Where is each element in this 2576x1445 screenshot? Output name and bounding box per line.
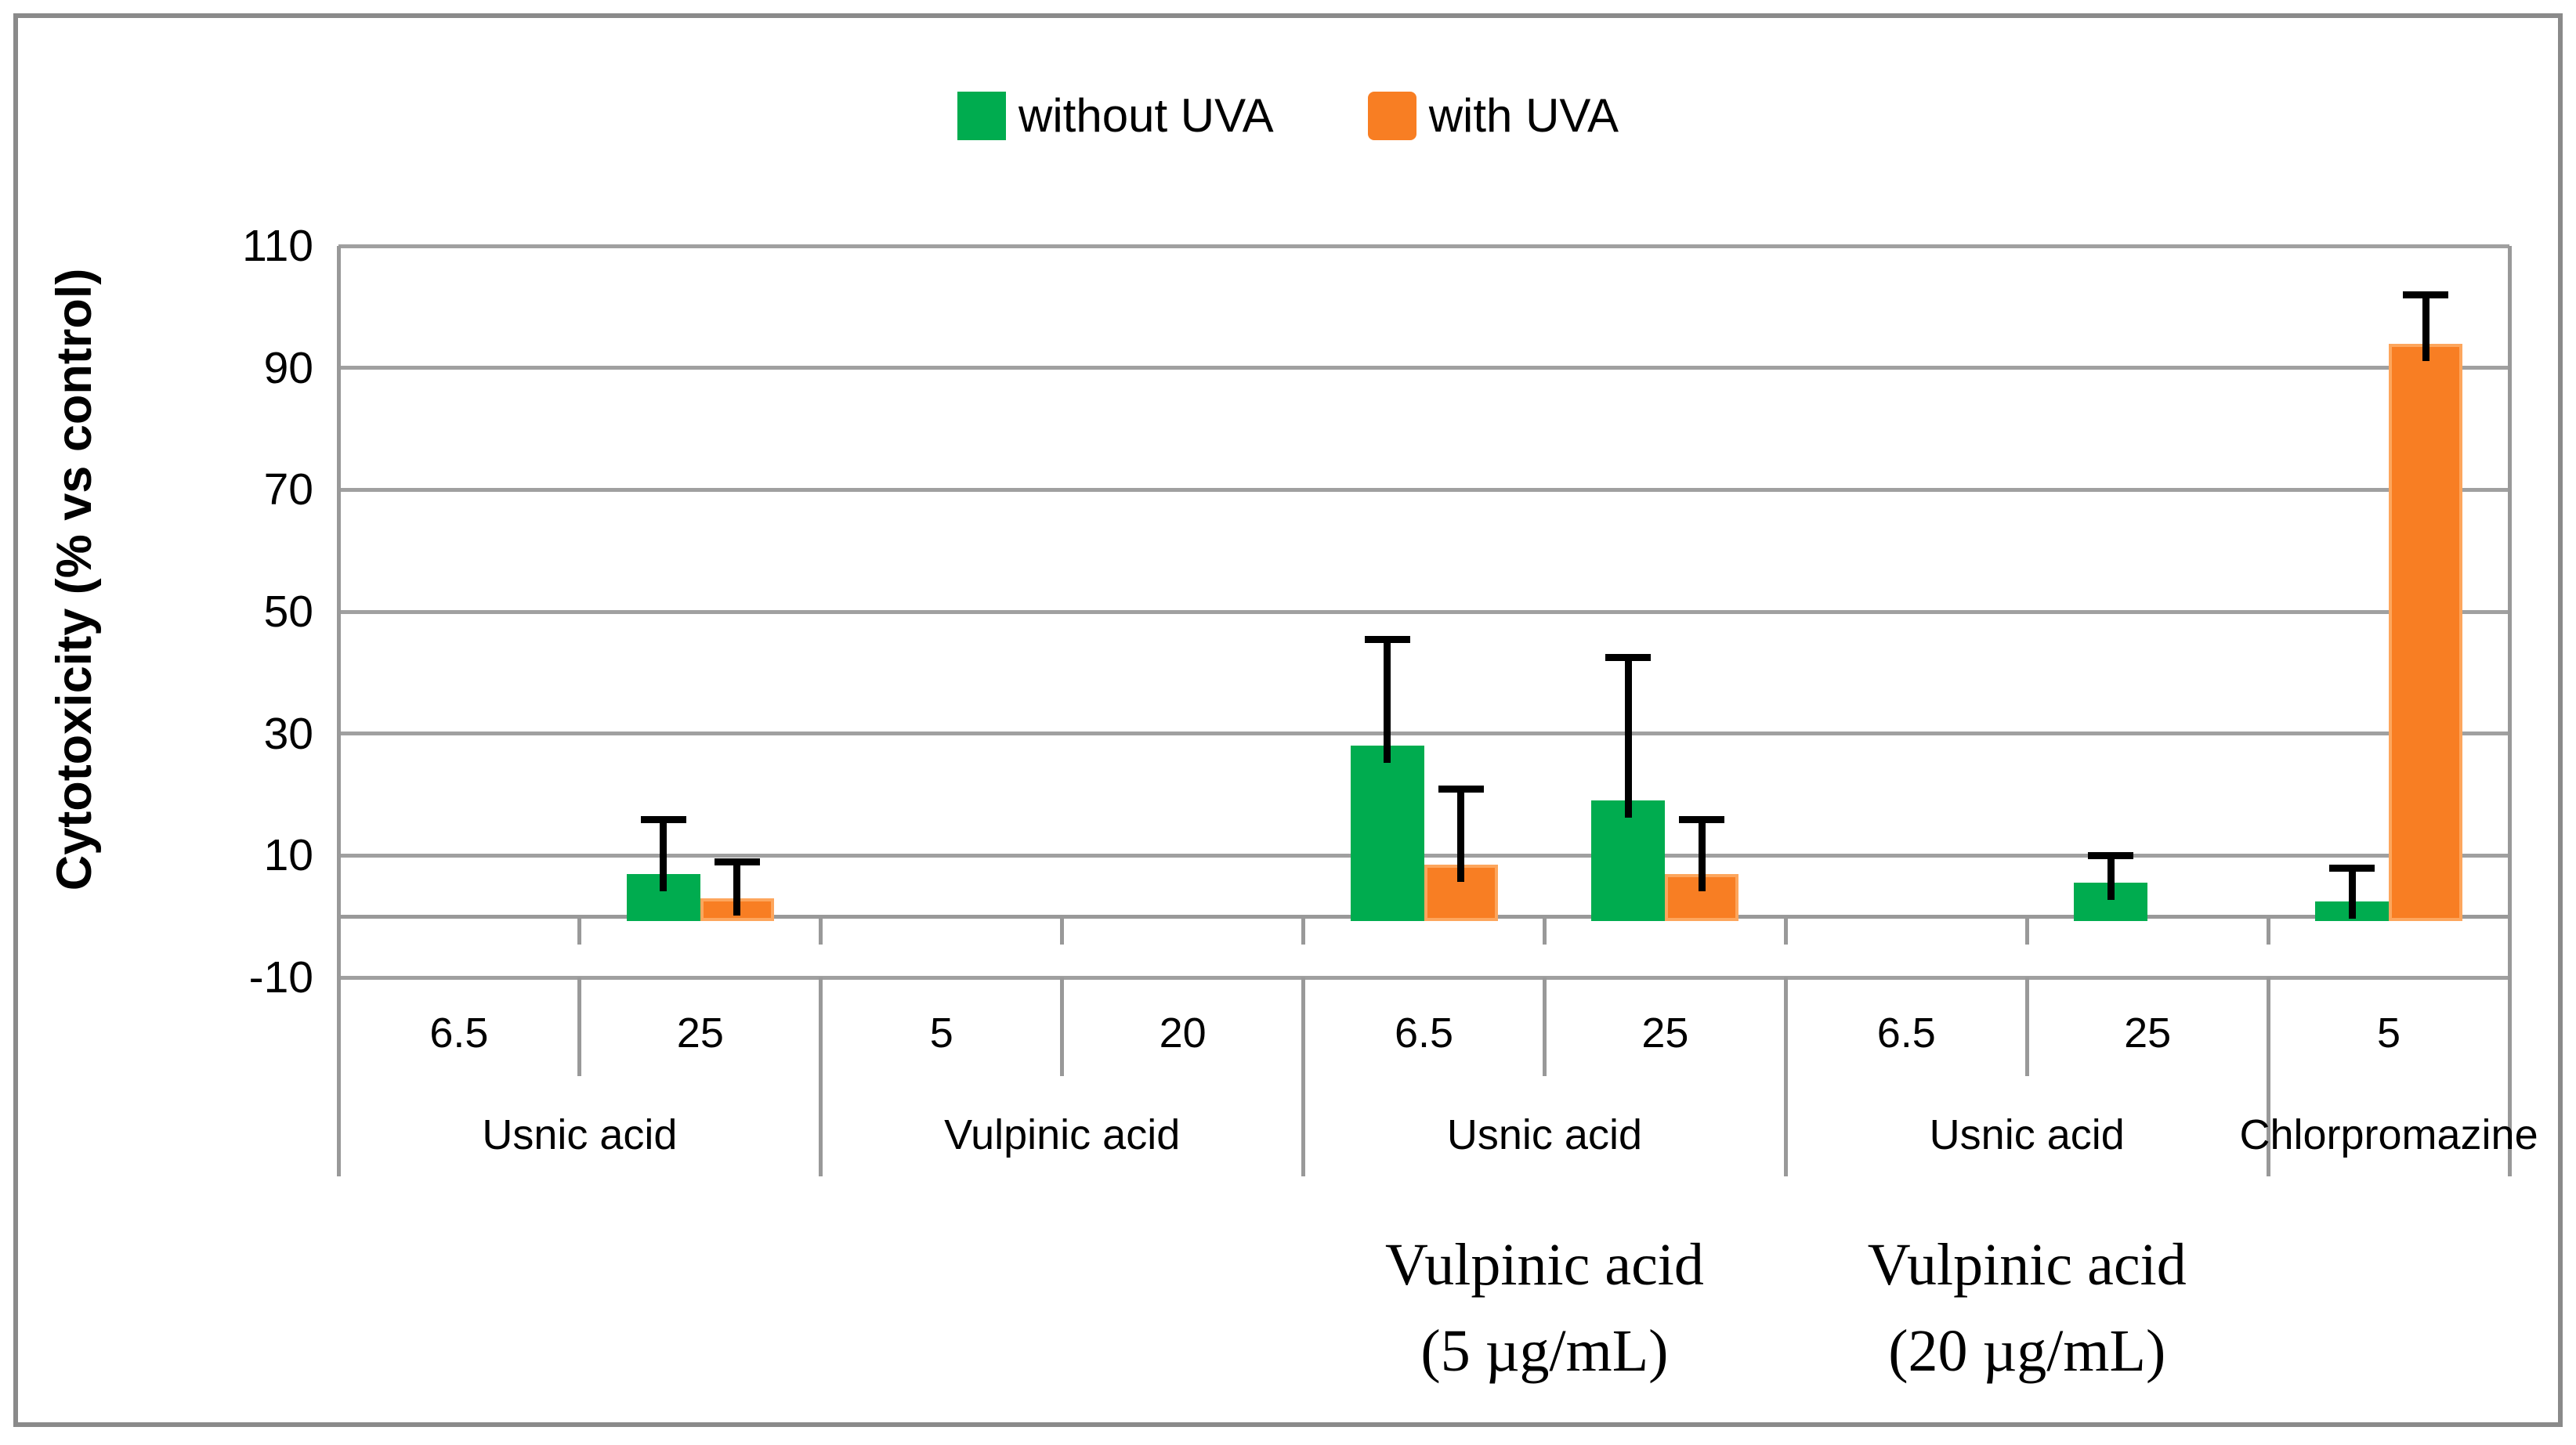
bar-without-uva [1350,746,1424,922]
axis-tick [2024,916,2029,945]
error-bar [1384,639,1391,764]
axis-tick [1542,916,1547,945]
error-bar-cap [1605,654,1652,662]
bar-without-uva [1591,800,1666,922]
plot-right-border [2507,246,2512,1176]
group-separator [819,977,823,1176]
group-axis-label: Usnic acid [1929,1111,2125,1158]
legend-item-with-uva: with UVA [1367,89,1619,142]
y-axis-line [336,246,341,1176]
group-axis-label: Usnic acid [482,1111,678,1158]
gridline [338,975,2509,980]
sub-label-line: Vulpinic acid [1867,1232,2187,1298]
error-bar-cap [2088,852,2134,860]
gridline [338,244,2509,248]
group-axis-label: Chlorpromazine [2239,1111,2538,1158]
legend-label-without-uva: without UVA [1018,89,1274,142]
bar-with-uva [2389,343,2463,922]
y-tick-label: 70 [263,464,313,515]
gridline [338,609,2509,614]
error-bar [2422,294,2429,361]
conc-tick-label: 6.5 [1876,1010,1936,1057]
axis-tick [1060,916,1065,945]
axis-tick [2266,916,2270,945]
figure-border [13,13,2563,1427]
error-bar-cap [2329,864,2375,872]
axis-tick [1301,916,1306,945]
gridline [338,853,2509,858]
group-axis-label: Usnic acid [1446,1111,1642,1158]
category-separator [577,977,582,1076]
gridline [338,732,2509,736]
sub-label-5gmL: Vulpinic acid (5 µg/mL) [1215,1222,1873,1394]
group-separator [1783,977,1788,1176]
category-separator [1542,977,1547,1076]
sub-label-line: (5 µg/mL) [1420,1318,1669,1384]
error-bar [2107,855,2115,901]
conc-tick-label: 6.5 [1394,1010,1454,1057]
category-separator [2024,977,2029,1076]
y-tick-label: -10 [248,952,313,1002]
conc-tick-label: 25 [676,1010,724,1057]
error-bar-cap [1679,815,1725,823]
axis-tick [1783,916,1788,945]
conc-tick-label: 6.5 [429,1010,489,1057]
legend-swatch-without-uva-icon [957,92,1006,140]
legend: without UVA with UVA [0,85,2576,147]
y-tick-label: 10 [263,830,313,881]
error-bar [660,818,668,891]
error-bar-cap [714,858,760,866]
sub-label-line: Vulpinic acid [1384,1232,1704,1298]
axis-tick [819,916,823,945]
error-bar-cap [1438,785,1484,793]
sub-label-line: (20 µg/mL) [1888,1318,2166,1384]
error-bar [1457,788,1464,882]
category-separator [1060,977,1065,1076]
error-bar-cap [640,815,686,823]
conc-tick-label: 25 [1641,1010,1689,1057]
y-tick-label: 30 [263,708,313,759]
error-bar [2348,867,2356,919]
legend-item-without-uva: without UVA [957,92,1274,140]
group-axis-label: Vulpinic acid [944,1111,1181,1158]
legend-label-with-uva: with UVA [1428,89,1619,142]
y-tick-label: 50 [263,587,313,637]
conc-tick-label: 5 [2377,1010,2401,1057]
error-bar-cap [2403,291,2449,299]
group-separator [1301,977,1306,1176]
error-bar [1624,657,1632,818]
axis-tick [577,916,582,945]
error-bar-cap [1364,636,1410,644]
gridline [338,487,2509,492]
y-tick-label: 90 [263,342,313,393]
group-separator [2266,977,2270,1176]
y-tick-label: 110 [242,221,313,271]
conc-tick-label: 20 [1159,1010,1207,1057]
gridline [338,366,2509,370]
sub-label-20gmL: Vulpinic acid (20 µg/mL) [1698,1222,2356,1394]
y-axis-title: Cytotoxicity (% vs control) [47,268,102,891]
conc-tick-label: 5 [929,1010,953,1057]
error-bar [733,862,741,916]
error-bar [1698,818,1706,891]
conc-tick-label: 25 [2124,1010,2172,1057]
legend-swatch-with-uva-icon [1367,92,1416,140]
